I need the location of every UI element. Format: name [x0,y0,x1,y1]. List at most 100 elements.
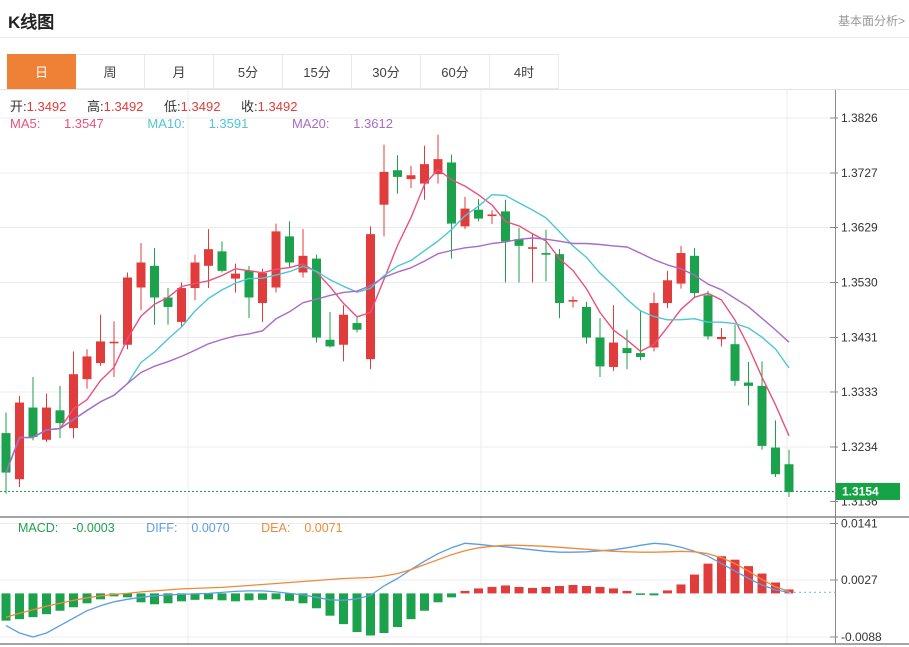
macd-hist-bar [271,593,281,600]
candle-body [150,265,159,298]
candle-body [96,341,105,364]
tab-day[interactable]: 日 [7,54,76,89]
price-axis-label: 1.3234 [841,440,878,454]
macd-hist-bar [1,593,11,621]
candle-body [217,251,227,271]
price-axis-label: 1.3727 [841,166,878,180]
close-value: 1.3492 [257,99,298,114]
macd-hist-bar [312,593,321,609]
candle-body [406,175,416,180]
macd-value-legend: MACD: -0.0003 [18,521,115,535]
macd-hist-bar [42,593,51,615]
price-axis-label: 1.3431 [841,331,878,345]
candle-body [730,344,740,381]
macd-axis-label: 0.0141 [841,517,878,531]
candle-body [177,288,186,322]
tab-4hour[interactable]: 4时 [490,54,559,89]
candle-body [582,306,591,338]
macd-hist-bar [217,593,227,601]
tab-60min[interactable]: 60分 [421,54,490,89]
macd-hist-bar [541,586,551,594]
macd-hist-bar [123,593,132,598]
macd-hist-bar [433,593,443,603]
macd-hist-bar [15,593,24,620]
candle-body [622,348,632,354]
macd-hist-bar [487,586,497,594]
tab-15min[interactable]: 15分 [283,54,352,89]
candle-body [258,273,267,304]
candle-body [109,341,119,344]
tab-week[interactable]: 周 [76,54,145,89]
tab-month[interactable]: 月 [145,54,214,89]
price-axis-label: 1.3333 [841,385,878,399]
macd-hist-bar [298,593,308,604]
candle-body [703,295,713,337]
candle-body [244,270,254,298]
candle-body [393,170,402,177]
candle-body [271,231,281,288]
price-axis-label: 1.3826 [841,111,878,125]
macd-hist-bar [258,593,267,600]
macd-hist-bar [730,559,740,594]
macd-hist-bar [555,585,564,594]
candle-body [609,342,618,367]
ohlc-legend: 开:1.3492 高:1.3492 低:1.3492 收:1.3492 [10,96,314,115]
macd-hist-bar [28,593,38,618]
macd-hist-bar [406,593,416,620]
macd-hist-bar [447,593,456,598]
dea-line [5,544,790,618]
candle-body [717,336,726,340]
macd-hist-bar [204,593,213,600]
candle-body [487,214,497,217]
candle-body [123,277,132,345]
widget-header: K线图 基本面分析> [0,0,909,38]
candle-body [649,303,659,348]
macd-hist-bar [717,556,726,594]
macd-hist-bar [568,584,578,594]
macd-hist-bar [690,574,699,594]
candle-body [460,208,470,227]
tab-30min[interactable]: 30分 [352,54,421,89]
candle-body [433,159,443,175]
low-label: 低: [164,99,181,114]
candle-body [379,171,389,205]
ma20-legend: MA20: 1.3612 [291,116,393,131]
candle-body [285,236,294,263]
ma-legend: MA5: 1.3547 MA10: 1.3591 MA20: 1.3612 [10,116,433,131]
candle-body [663,280,672,304]
macd-hist-bar [501,585,510,594]
candle-body [312,258,321,338]
macd-hist-bar [622,590,632,594]
macd-hist-bar [595,586,605,594]
candle-body [366,234,375,360]
price-axis-label: 1.3530 [841,276,878,290]
last-price-badge-text: 1.3154 [842,484,879,498]
macd-legend: MACD: -0.0003 DIFF: 0.0070 DEA: 0.0071 [18,521,371,535]
candle-body [190,262,200,289]
macd-hist-bar [420,593,429,611]
macd-hist-bar [339,593,348,625]
macd-hist-bar [244,593,254,601]
tab-5min[interactable]: 5分 [214,54,283,89]
candle-body [474,209,483,219]
macd-hist-bar [514,586,524,594]
candle-body [757,385,767,446]
macd-axis-label: 0.0027 [841,573,878,587]
candle-body [82,356,92,380]
candle-body [136,262,146,288]
macd-hist-bar [474,588,483,594]
fundamental-analysis-link[interactable]: 基本面分析> [837,14,905,28]
macd-hist-bar [757,573,767,594]
candle-body [744,382,753,386]
low-value: 1.3492 [180,99,221,114]
high-label: 高: [87,99,104,114]
macd-hist-bar [703,563,713,594]
macd-hist-bar [744,566,753,594]
last-price-badge [836,482,900,500]
diff-line [5,542,790,638]
ma5-legend: MA5: 1.3547 [10,116,104,131]
macd-hist-bar [784,589,794,594]
macd-hist-bar [190,593,200,600]
